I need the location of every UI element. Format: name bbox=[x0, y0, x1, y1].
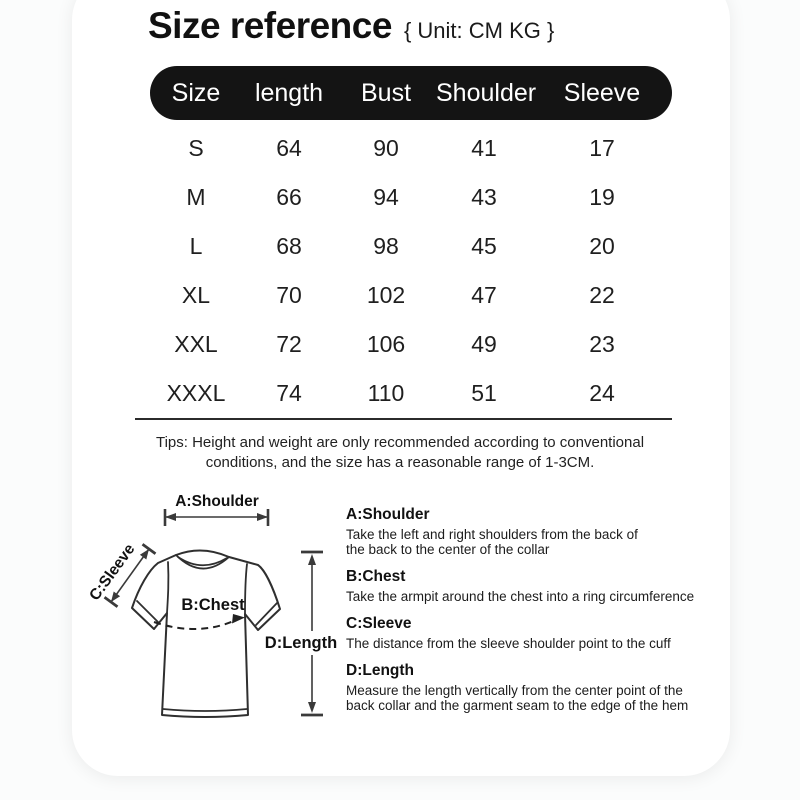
column-header-length: length bbox=[254, 78, 324, 107]
unit-note: { Unit: CM KG } bbox=[403, 18, 555, 43]
tshirt-outline bbox=[131, 549, 281, 718]
table-bottom-rule bbox=[135, 418, 672, 420]
bust-value: 102 bbox=[366, 282, 406, 308]
column-header-bust: Bust bbox=[360, 78, 412, 107]
sleeve-value: 24 bbox=[589, 380, 615, 406]
guide-text-line: Take the armpit around the chest into a … bbox=[346, 589, 695, 604]
guide-text-line: the back to the center of the collar bbox=[346, 542, 550, 557]
table-row: L 68 98 45 20 bbox=[150, 222, 672, 271]
guide-heading: B:Chest bbox=[346, 568, 406, 585]
chest-dimension-arrow bbox=[153, 614, 245, 630]
size-label: XL bbox=[181, 282, 211, 308]
length-value: 72 bbox=[276, 331, 302, 357]
sleeve-dimension-arrow bbox=[103, 543, 157, 608]
sleeve-value: 19 bbox=[589, 184, 615, 210]
page-header: Size reference { Unit: CM KG } bbox=[148, 5, 554, 47]
length-value: 64 bbox=[276, 135, 302, 161]
chest-dimension-label: B:Chest bbox=[181, 596, 245, 614]
size-label: M bbox=[186, 184, 206, 210]
table-row: S 64 90 41 17 bbox=[150, 124, 672, 173]
shoulder-value: 41 bbox=[471, 135, 497, 161]
bust-value: 94 bbox=[373, 184, 399, 210]
shoulder-value: 47 bbox=[471, 282, 497, 308]
length-dimension-label: D:Length bbox=[265, 634, 337, 652]
length-value: 66 bbox=[276, 184, 302, 210]
column-header-shoulder: Shoulder bbox=[436, 78, 537, 107]
shoulder-value: 51 bbox=[471, 380, 497, 406]
sleeve-value: 23 bbox=[589, 331, 615, 357]
guide-text-line: The distance from the sleeve shoulder po… bbox=[346, 636, 671, 651]
shoulder-value: 49 bbox=[471, 331, 497, 357]
table-row: XXXL 74 110 51 24 bbox=[150, 369, 672, 418]
length-value: 70 bbox=[276, 282, 302, 308]
table-row: XXL 72 106 49 23 bbox=[150, 320, 672, 369]
guide-heading: D:Length bbox=[346, 662, 415, 679]
sleeve-value: 20 bbox=[589, 233, 615, 259]
tips-note: Tips: Height and weight are only recomme… bbox=[122, 433, 678, 473]
tshirt-measurement-diagram: A:Shoulder C:Sleeve B:Chest D:Length bbox=[86, 493, 337, 718]
table-row: XL 70 102 47 22 bbox=[150, 271, 672, 320]
tips-line: Tips: Height and weight are only recomme… bbox=[155, 434, 645, 451]
table-row: M 66 94 43 19 bbox=[150, 173, 672, 222]
page-title: Size reference bbox=[148, 5, 392, 46]
sleeve-value: 22 bbox=[589, 282, 615, 308]
size-table-header: Size length Bust Shoulder Sleeve bbox=[150, 66, 672, 120]
shoulder-value: 45 bbox=[471, 233, 497, 259]
size-label: S bbox=[188, 135, 204, 161]
bust-value: 106 bbox=[366, 331, 406, 357]
sleeve-dimension-label: C:Sleeve bbox=[86, 541, 138, 604]
guide-text-line: Measure the length vertically from the c… bbox=[346, 683, 683, 698]
guide-text-line: Take the left and right shoulders from t… bbox=[346, 527, 638, 542]
guide-section-shoulder: A:Shoulder Take the left and right shoul… bbox=[346, 506, 726, 557]
shoulder-value: 43 bbox=[471, 184, 497, 210]
measure-guide: A:Shoulder Take the left and right shoul… bbox=[346, 506, 726, 724]
guide-text-line: back collar and the garment seam to the … bbox=[346, 698, 689, 713]
length-value: 74 bbox=[276, 380, 302, 406]
tips-line: conditions, and the size has a reasonabl… bbox=[205, 453, 595, 471]
bust-value: 110 bbox=[367, 380, 405, 406]
shoulder-dimension-label: A:Shoulder bbox=[175, 493, 259, 510]
sleeve-value: 17 bbox=[589, 135, 615, 161]
column-header-sleeve: Sleeve bbox=[563, 78, 641, 107]
guide-section-sleeve: C:Sleeve The distance from the sleeve sh… bbox=[346, 615, 726, 651]
column-header-size: Size bbox=[171, 78, 221, 107]
guide-section-length: D:Length Measure the length vertically f… bbox=[346, 662, 726, 713]
tshirt-seam-lines bbox=[136, 554, 278, 712]
size-label: L bbox=[189, 233, 203, 259]
length-value: 68 bbox=[276, 233, 302, 259]
bust-value: 90 bbox=[373, 135, 399, 161]
guide-heading: C:Sleeve bbox=[346, 615, 412, 632]
size-table-body: S 64 90 41 17 M 66 94 43 19 L 68 98 45 2… bbox=[150, 124, 672, 418]
guide-heading: A:Shoulder bbox=[346, 506, 430, 523]
bust-value: 98 bbox=[373, 233, 399, 259]
length-dimension-arrow bbox=[301, 550, 323, 717]
guide-section-chest: B:Chest Take the armpit around the chest… bbox=[346, 568, 726, 604]
shoulder-dimension-arrow bbox=[163, 509, 270, 526]
size-label: XXXL bbox=[166, 380, 226, 406]
size-label: XXL bbox=[174, 331, 218, 357]
